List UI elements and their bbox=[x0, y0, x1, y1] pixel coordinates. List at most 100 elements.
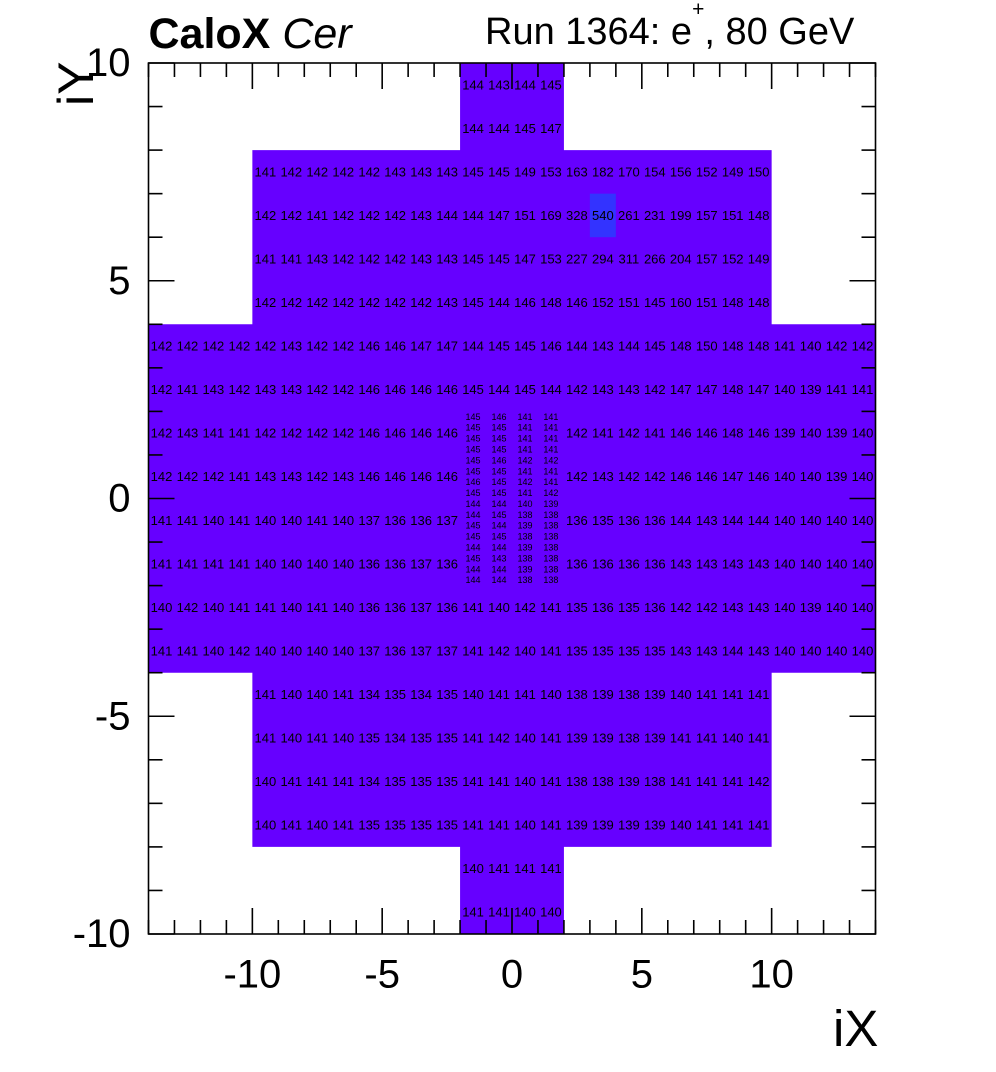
svg-text:146: 146 bbox=[436, 469, 458, 484]
svg-text:140: 140 bbox=[514, 731, 536, 746]
svg-text:145: 145 bbox=[488, 339, 510, 354]
svg-text:142: 142 bbox=[566, 382, 588, 397]
svg-text:140: 140 bbox=[332, 643, 354, 658]
svg-text:140: 140 bbox=[254, 818, 276, 833]
svg-text:146: 146 bbox=[410, 426, 432, 441]
svg-text:142: 142 bbox=[748, 774, 770, 789]
svg-text:135: 135 bbox=[592, 513, 614, 528]
svg-text:135: 135 bbox=[410, 731, 432, 746]
svg-text:143: 143 bbox=[306, 251, 328, 266]
svg-text:138: 138 bbox=[543, 564, 558, 574]
svg-text:142: 142 bbox=[410, 295, 432, 310]
svg-text:140: 140 bbox=[280, 731, 302, 746]
svg-text:146: 146 bbox=[748, 469, 770, 484]
svg-text:141: 141 bbox=[332, 818, 354, 833]
svg-text:142: 142 bbox=[384, 295, 406, 310]
svg-text:139: 139 bbox=[592, 731, 614, 746]
svg-text:143: 143 bbox=[492, 553, 507, 563]
svg-text:142: 142 bbox=[517, 455, 532, 465]
svg-text:141: 141 bbox=[488, 818, 510, 833]
svg-text:141: 141 bbox=[488, 687, 510, 702]
svg-text:138: 138 bbox=[644, 774, 666, 789]
svg-text:134: 134 bbox=[384, 731, 406, 746]
svg-text:134: 134 bbox=[358, 687, 380, 702]
svg-text:144: 144 bbox=[466, 564, 481, 574]
svg-text:136: 136 bbox=[618, 513, 640, 528]
svg-text:142: 142 bbox=[332, 426, 354, 441]
svg-text:142: 142 bbox=[566, 469, 588, 484]
svg-text:152: 152 bbox=[722, 251, 744, 266]
svg-text:139: 139 bbox=[800, 600, 822, 615]
svg-text:148: 148 bbox=[748, 208, 770, 223]
svg-text:0: 0 bbox=[108, 477, 130, 521]
svg-text:141: 141 bbox=[540, 600, 562, 615]
svg-text:146: 146 bbox=[748, 426, 770, 441]
svg-text:146: 146 bbox=[358, 339, 380, 354]
svg-text:135: 135 bbox=[436, 818, 458, 833]
svg-text:141: 141 bbox=[151, 513, 173, 528]
svg-text:143: 143 bbox=[177, 426, 199, 441]
svg-text:141: 141 bbox=[203, 556, 225, 571]
svg-text:154: 154 bbox=[644, 164, 666, 179]
svg-text:144: 144 bbox=[466, 542, 481, 552]
svg-text:146: 146 bbox=[384, 382, 406, 397]
svg-text:10: 10 bbox=[86, 41, 131, 85]
svg-text:141: 141 bbox=[177, 382, 199, 397]
svg-text:141: 141 bbox=[540, 774, 562, 789]
svg-text:138: 138 bbox=[543, 542, 558, 552]
svg-text:146: 146 bbox=[384, 426, 406, 441]
svg-text:150: 150 bbox=[696, 339, 718, 354]
svg-text:146: 146 bbox=[384, 339, 406, 354]
svg-text:137: 137 bbox=[410, 556, 432, 571]
svg-text:141: 141 bbox=[280, 774, 302, 789]
svg-text:144: 144 bbox=[492, 499, 507, 509]
svg-text:145: 145 bbox=[492, 434, 507, 444]
svg-text:142: 142 bbox=[332, 339, 354, 354]
svg-text:140: 140 bbox=[540, 687, 562, 702]
svg-text:141: 141 bbox=[306, 774, 328, 789]
svg-text:135: 135 bbox=[566, 600, 588, 615]
svg-text:137: 137 bbox=[410, 600, 432, 615]
svg-text:140: 140 bbox=[826, 513, 848, 528]
svg-text:-10: -10 bbox=[73, 912, 131, 956]
svg-text:143: 143 bbox=[696, 556, 718, 571]
svg-text:141: 141 bbox=[229, 556, 251, 571]
svg-text:144: 144 bbox=[462, 339, 484, 354]
svg-text:136: 136 bbox=[566, 556, 588, 571]
svg-text:142: 142 bbox=[151, 426, 173, 441]
svg-text:137: 137 bbox=[410, 643, 432, 658]
svg-text:136: 136 bbox=[384, 556, 406, 571]
svg-text:145: 145 bbox=[492, 488, 507, 498]
svg-text:146: 146 bbox=[466, 477, 481, 487]
svg-text:143: 143 bbox=[254, 382, 276, 397]
svg-text:143: 143 bbox=[384, 164, 406, 179]
svg-text:142: 142 bbox=[203, 469, 225, 484]
svg-text:141: 141 bbox=[696, 731, 718, 746]
svg-text:148: 148 bbox=[670, 339, 692, 354]
svg-text:146: 146 bbox=[358, 469, 380, 484]
svg-text:147: 147 bbox=[488, 208, 510, 223]
svg-text:140: 140 bbox=[514, 818, 536, 833]
svg-text:160: 160 bbox=[670, 295, 692, 310]
svg-text:148: 148 bbox=[540, 295, 562, 310]
svg-text:147: 147 bbox=[722, 469, 744, 484]
svg-text:134: 134 bbox=[358, 774, 380, 789]
svg-text:141: 141 bbox=[543, 445, 558, 455]
svg-text:135: 135 bbox=[358, 731, 380, 746]
svg-text:145: 145 bbox=[492, 532, 507, 542]
svg-text:139: 139 bbox=[592, 818, 614, 833]
svg-text:141: 141 bbox=[462, 643, 484, 658]
svg-text:145: 145 bbox=[492, 445, 507, 455]
svg-text:140: 140 bbox=[332, 731, 354, 746]
svg-text:138: 138 bbox=[618, 731, 640, 746]
svg-text:142: 142 bbox=[280, 164, 302, 179]
svg-text:142: 142 bbox=[384, 208, 406, 223]
svg-text:140: 140 bbox=[203, 643, 225, 658]
svg-text:139: 139 bbox=[517, 542, 532, 552]
svg-text:140: 140 bbox=[332, 556, 354, 571]
svg-text:142: 142 bbox=[151, 469, 173, 484]
svg-text:311: 311 bbox=[618, 251, 639, 266]
svg-text:142: 142 bbox=[332, 295, 354, 310]
svg-text:163: 163 bbox=[566, 164, 588, 179]
svg-text:142: 142 bbox=[280, 208, 302, 223]
